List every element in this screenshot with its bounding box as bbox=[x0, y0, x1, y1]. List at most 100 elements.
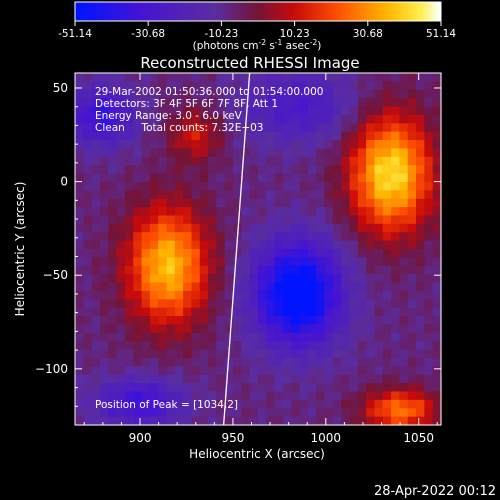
heatmap-cell bbox=[416, 181, 425, 191]
heatmap-cell bbox=[382, 366, 392, 376]
heatmap-cell bbox=[432, 290, 442, 300]
heatmap-cell bbox=[332, 316, 342, 326]
heatmap-cell bbox=[432, 383, 442, 393]
heatmap-cell bbox=[166, 232, 176, 242]
heatmap-cell bbox=[341, 190, 351, 200]
heatmap-cell bbox=[249, 299, 259, 309]
heatmap-cell bbox=[183, 73, 193, 82]
heatmap-cell bbox=[208, 81, 218, 91]
heatmap-cell bbox=[391, 165, 401, 175]
heatmap-cell bbox=[399, 198, 409, 208]
heatmap-cell bbox=[324, 81, 334, 91]
heatmap-cell bbox=[224, 366, 234, 376]
heatmap-cell bbox=[108, 98, 118, 108]
heatmap-cell bbox=[357, 223, 367, 233]
heatmap-cell bbox=[258, 316, 267, 326]
heatmap-cell bbox=[216, 89, 226, 99]
heatmap-cell bbox=[249, 173, 259, 183]
heatmap-cell bbox=[316, 81, 326, 91]
heatmap-cell bbox=[407, 257, 417, 267]
colorbar-cell bbox=[408, 2, 412, 21]
heatmap-cell bbox=[416, 349, 425, 359]
heatmap-cell bbox=[349, 215, 359, 225]
heatmap-cell bbox=[341, 307, 351, 317]
heatmap-cell bbox=[424, 265, 434, 275]
heatmap-cell bbox=[183, 357, 193, 367]
heatmap-cell bbox=[116, 223, 126, 233]
heatmap-cell bbox=[416, 89, 425, 99]
heatmap-cell bbox=[83, 215, 93, 225]
heatmap-cell bbox=[382, 223, 392, 233]
heatmap-cell bbox=[199, 416, 209, 426]
heatmap-cell bbox=[208, 374, 218, 384]
heatmap-cell bbox=[91, 374, 101, 384]
heatmap-cell bbox=[324, 357, 334, 367]
heatmap-cell bbox=[166, 89, 176, 99]
heatmap-cell bbox=[174, 282, 184, 292]
heatmap-cell bbox=[258, 215, 267, 225]
heatmap-cell bbox=[291, 249, 301, 258]
heatmap-cell bbox=[183, 374, 193, 384]
heatmap-cell bbox=[141, 357, 151, 367]
heatmap-cell bbox=[216, 357, 226, 367]
heatmap-cell bbox=[416, 173, 425, 183]
heatmap-cell bbox=[341, 249, 351, 258]
heatmap-cell bbox=[183, 156, 193, 166]
heatmap-cell bbox=[399, 383, 409, 393]
heatmap-cell bbox=[282, 332, 292, 342]
heatmap-cell bbox=[199, 181, 209, 191]
heatmap-cell bbox=[307, 148, 317, 158]
heatmap-cell bbox=[149, 123, 159, 133]
heatmap-cell bbox=[316, 223, 326, 233]
heatmap-cell bbox=[291, 408, 301, 418]
heatmap-cell bbox=[108, 89, 118, 99]
heatmap-cell bbox=[349, 148, 359, 158]
heatmap-cell bbox=[382, 349, 392, 359]
heatmap-cell bbox=[233, 366, 242, 376]
heatmap-cell bbox=[399, 114, 409, 124]
heatmap-cell bbox=[316, 106, 326, 116]
heatmap-cell bbox=[149, 106, 159, 116]
heatmap-cell bbox=[199, 190, 209, 200]
heatmap-cell bbox=[357, 399, 367, 409]
heatmap-cell bbox=[407, 374, 417, 384]
heatmap-cell bbox=[233, 198, 242, 208]
colorbar-cell bbox=[168, 2, 172, 21]
y-tick-label: −50 bbox=[43, 268, 68, 282]
heatmap-cell bbox=[341, 416, 351, 426]
colorbar-tick-label: 30.68 bbox=[353, 28, 383, 40]
heatmap-cell bbox=[382, 81, 392, 91]
heatmap-cell bbox=[249, 324, 259, 334]
heatmap-cell bbox=[299, 391, 309, 401]
colorbar-cell bbox=[393, 2, 397, 21]
heatmap-cell bbox=[307, 190, 317, 200]
heatmap-cell bbox=[382, 399, 392, 409]
heatmap-cell bbox=[116, 357, 126, 367]
heatmap-cell bbox=[307, 399, 317, 409]
heatmap-cell bbox=[424, 106, 434, 116]
heatmap-cell bbox=[407, 123, 417, 133]
heatmap-cell bbox=[241, 148, 251, 158]
heatmap-cell bbox=[191, 357, 201, 367]
heatmap-cell bbox=[208, 165, 218, 175]
heatmap-cell bbox=[216, 173, 226, 183]
heatmap-cell bbox=[124, 383, 134, 393]
heatmap-cell bbox=[274, 366, 284, 376]
heatmap-cell bbox=[99, 357, 109, 367]
heatmap-cell bbox=[341, 148, 351, 158]
heatmap-cell bbox=[432, 98, 442, 108]
heatmap-cell bbox=[141, 156, 151, 166]
heatmap-cell bbox=[307, 156, 317, 166]
heatmap-cell bbox=[274, 324, 284, 334]
heatmap-cell bbox=[124, 357, 134, 367]
heatmap-cell bbox=[133, 131, 143, 141]
heatmap-cell bbox=[158, 215, 168, 225]
plot-frame bbox=[74, 72, 442, 426]
heatmap-cell bbox=[391, 349, 401, 359]
heatmap-cell bbox=[141, 316, 151, 326]
heatmap-cell bbox=[249, 349, 259, 359]
heatmap-cell bbox=[424, 223, 434, 233]
heatmap-cell bbox=[407, 215, 417, 225]
heatmap-cell bbox=[258, 408, 267, 418]
colorbar-cell bbox=[270, 2, 274, 21]
